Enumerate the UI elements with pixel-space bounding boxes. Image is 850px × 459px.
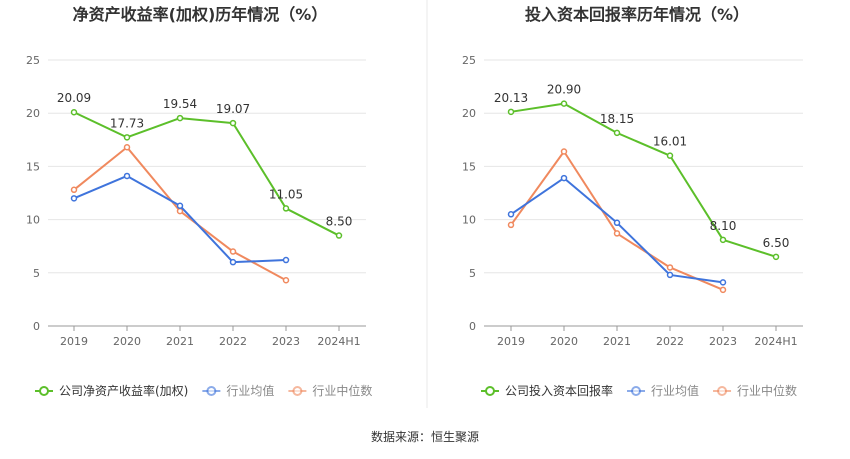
legend-label: 行业均值 <box>226 383 274 398</box>
x-tick-label: 2020 <box>113 335 141 348</box>
series-point-2[interactable] <box>507 211 515 218</box>
data-label: 8.10 <box>710 219 737 233</box>
legend-swatch-marker <box>485 386 495 396</box>
legend-swatch-marker <box>292 386 303 396</box>
x-tick-label: 2023 <box>272 335 300 348</box>
data-label: 18.15 <box>600 112 634 126</box>
legend-label: 行业中位数 <box>312 383 372 398</box>
data-label: 11.05 <box>269 187 303 201</box>
series-point-3[interactable] <box>282 276 290 284</box>
series-point-3[interactable] <box>666 264 674 271</box>
series-point-3[interactable] <box>613 230 621 237</box>
series-point-3[interactable] <box>507 221 515 229</box>
legend-item-3[interactable]: 行业中位数 <box>713 383 797 398</box>
series-point-3[interactable] <box>719 286 727 294</box>
x-tick-label: 2024H1 <box>754 335 797 348</box>
series-point-2[interactable] <box>719 279 727 286</box>
data-source-note: 数据来源：恒生聚源 <box>370 430 479 444</box>
series-point-1[interactable] <box>176 114 184 122</box>
x-tick-label: 2021 <box>603 335 631 348</box>
chart-panel-1: 净资产收益率(加权)历年情况（%） 0 5 10 15 20 25 2019 2020 2021 2… <box>26 5 372 398</box>
series-line-1 <box>73 111 340 237</box>
series-point-2[interactable] <box>229 258 237 266</box>
legend-swatch-marker <box>717 386 728 396</box>
x-tick-label: 2024H1 <box>317 335 360 348</box>
legend-swatch-marker <box>631 386 642 396</box>
data-label: 17.73 <box>110 116 144 130</box>
series-point-3[interactable] <box>70 186 78 194</box>
series-point-3[interactable] <box>176 207 184 215</box>
series-point-1[interactable] <box>666 152 674 159</box>
y-tick-label: 0 <box>33 320 40 333</box>
series-point-1[interactable] <box>560 100 568 107</box>
x-tick-label: 2020 <box>550 335 578 348</box>
legend-label: 行业均值 <box>651 383 699 398</box>
series-point-1[interactable] <box>772 253 780 261</box>
series-point-2[interactable] <box>613 219 621 227</box>
series-line-1 <box>510 102 777 258</box>
series-point-1[interactable] <box>229 119 237 127</box>
data-label: 8.50 <box>326 215 353 229</box>
y-tick-label: 0 <box>469 320 476 333</box>
legend-label: 公司投入资本回报率 <box>505 383 613 398</box>
series-point-3[interactable] <box>229 248 237 255</box>
legend-label: 公司净资产收益率(加权) <box>59 383 188 398</box>
y-tick-label: 20 <box>26 107 40 120</box>
y-tick-label: 20 <box>462 107 476 120</box>
data-label: 19.07 <box>216 102 250 116</box>
y-tick-label: 25 <box>26 54 40 67</box>
series-point-1[interactable] <box>123 134 131 141</box>
y-tick-label: 5 <box>33 267 40 280</box>
series-point-1[interactable] <box>613 129 621 137</box>
series-point-1[interactable] <box>70 108 78 116</box>
series-point-2[interactable] <box>666 271 674 279</box>
legend-label: 行业中位数 <box>737 383 797 398</box>
y-tick-label: 15 <box>462 160 476 173</box>
legend-swatch-marker <box>39 386 49 396</box>
series-point-2[interactable] <box>70 195 78 202</box>
series-point-2[interactable] <box>176 202 184 210</box>
y-tick-label: 10 <box>26 214 40 227</box>
legend-item-3[interactable]: 行业中位数 <box>288 383 372 398</box>
x-tick-label: 2022 <box>219 335 247 348</box>
legend-swatch-marker <box>206 386 217 396</box>
data-label: 20.09 <box>57 91 91 105</box>
x-tick-label: 2019 <box>497 335 525 348</box>
series-point-3[interactable] <box>560 148 568 155</box>
chart-panel-2: 投入资本回报率历年情况（%） 0 5 10 15 20 25 2019 2020 2021 2022… <box>462 5 803 398</box>
data-label: 20.90 <box>547 83 581 97</box>
series-point-1[interactable] <box>507 108 515 116</box>
legend-item-2[interactable]: 行业均值 <box>202 383 274 398</box>
series-point-1[interactable] <box>719 236 727 244</box>
y-tick-label: 25 <box>462 54 476 67</box>
legend-item-1[interactable]: 公司投入资本回报率 <box>481 383 613 398</box>
legend-item-1[interactable]: 公司净资产收益率(加权) <box>35 383 188 398</box>
y-tick-label: 5 <box>469 267 476 280</box>
series-point-2[interactable] <box>282 256 290 264</box>
data-label: 20.13 <box>494 91 528 105</box>
series-line-2 <box>73 174 287 264</box>
series-point-1[interactable] <box>335 232 343 239</box>
data-label: 6.50 <box>763 236 790 250</box>
series-point-2[interactable] <box>123 172 131 180</box>
chart-title: 投入资本回报率历年情况（%） <box>525 5 749 24</box>
x-tick-label: 2023 <box>709 335 737 348</box>
x-tick-label: 2019 <box>60 335 88 348</box>
y-tick-label: 15 <box>26 160 40 173</box>
x-tick-label: 2022 <box>656 335 684 348</box>
legend-item-2[interactable]: 行业均值 <box>627 383 699 398</box>
series-point-2[interactable] <box>560 174 568 182</box>
data-label: 16.01 <box>653 135 687 149</box>
series-point-3[interactable] <box>123 143 131 151</box>
y-tick-label: 10 <box>462 214 476 227</box>
chart-title: 净资产收益率(加权)历年情况（%） <box>73 5 328 24</box>
x-tick-label: 2021 <box>166 335 194 348</box>
data-label: 19.54 <box>163 97 197 111</box>
series-point-1[interactable] <box>282 205 290 212</box>
